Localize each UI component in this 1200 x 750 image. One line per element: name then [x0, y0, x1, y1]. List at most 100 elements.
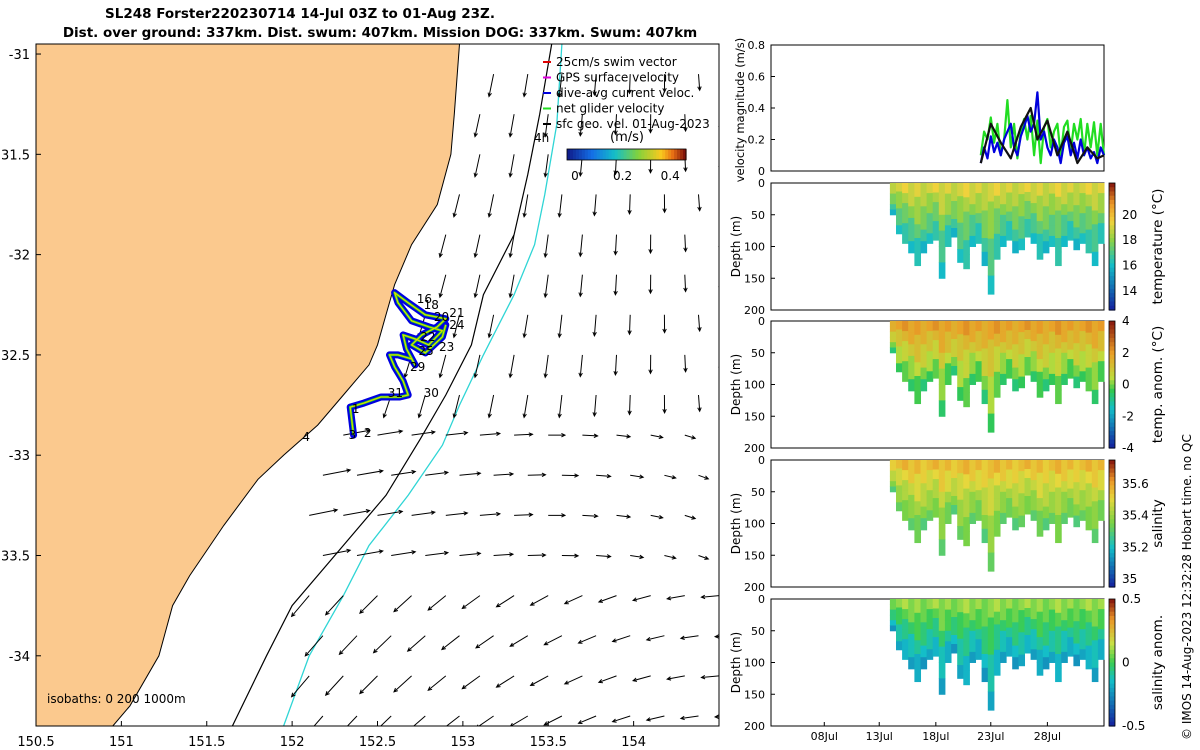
velocity-arrow	[411, 510, 436, 516]
section-cell	[1048, 599, 1056, 611]
section-cell	[889, 336, 897, 343]
velocity-arrow	[645, 635, 665, 642]
section-cell	[920, 633, 928, 647]
velocity-arrow	[508, 154, 515, 178]
section-colorbar-cell	[1109, 704, 1115, 710]
section-cell	[944, 235, 952, 247]
section-cell	[1061, 651, 1068, 663]
section-cell	[1024, 201, 1032, 211]
depth-tick-label: 50	[751, 209, 765, 222]
section-cell	[981, 224, 989, 239]
velocity-arrow	[479, 511, 502, 517]
section-cell	[1018, 332, 1026, 344]
section-colorbar-cell	[1109, 191, 1115, 197]
section-cell	[1055, 599, 1062, 614]
section-cell	[1012, 657, 1019, 670]
section-cell	[993, 472, 1001, 486]
section-cell	[1097, 203, 1105, 214]
section-cell	[993, 460, 1001, 474]
section-cell	[926, 619, 934, 630]
velocity-arrow	[343, 509, 371, 516]
section-cell	[1006, 498, 1013, 509]
section-cell	[938, 475, 946, 493]
section-cell	[896, 191, 903, 201]
section-cell	[920, 241, 928, 254]
section-cell	[981, 487, 989, 502]
section-cell	[1091, 654, 1099, 669]
section-cell	[1030, 490, 1038, 501]
section-cell	[1073, 194, 1081, 206]
section-cell	[987, 238, 995, 258]
section-cell	[1073, 654, 1081, 667]
section-cell	[951, 321, 958, 331]
section-cell	[1079, 203, 1087, 214]
section-cell	[1055, 473, 1062, 489]
section-cell	[914, 362, 922, 377]
section-cell	[1048, 470, 1056, 482]
section-cell	[1061, 183, 1068, 195]
section-colorbar-cell	[1109, 350, 1115, 356]
section-cell	[926, 490, 934, 501]
section-colorbar-cell	[1109, 183, 1115, 188]
section-cell	[1018, 482, 1026, 494]
section-cell	[975, 639, 983, 650]
vel-y-tick-label: 0	[758, 165, 765, 178]
depth-tick-label: 100	[744, 379, 765, 392]
depth-axis-label: Depth (m)	[729, 493, 743, 554]
section-colorbar-frame	[1108, 320, 1116, 449]
section-cell	[1085, 494, 1093, 508]
section-cell	[1012, 229, 1019, 242]
section-cell	[944, 331, 952, 343]
velocity-arrow	[508, 274, 515, 299]
day-label: 31	[388, 386, 403, 400]
section-cell	[975, 510, 983, 521]
section-cell	[1055, 238, 1062, 253]
depth-tick-label: 200	[744, 304, 765, 317]
section-cell	[889, 342, 897, 348]
section-colorbar-cell	[1109, 305, 1115, 311]
section-colorbar-cell	[1109, 527, 1115, 533]
section-colorbar-cell	[1109, 233, 1115, 239]
section-cell	[932, 637, 940, 648]
section-cell	[1048, 204, 1056, 216]
section-cell	[1036, 510, 1044, 524]
section-cell	[963, 670, 970, 686]
section-cell	[1097, 480, 1105, 491]
section-cell	[926, 371, 934, 382]
section-colorbar-cell	[1109, 250, 1115, 256]
velocity-arrow	[493, 552, 515, 557]
section-cell	[926, 460, 934, 471]
section-cell	[1036, 195, 1044, 209]
section-cell	[1036, 384, 1044, 398]
section-cell	[963, 254, 970, 270]
section-cell	[938, 507, 946, 524]
velocity-arrow	[613, 274, 618, 296]
section-cell	[902, 361, 909, 372]
section-cell	[889, 204, 897, 210]
section-cell	[1000, 481, 1007, 493]
section-cell	[944, 620, 952, 632]
section-cell	[1000, 183, 1007, 195]
section-cell	[1091, 640, 1099, 655]
section-cell	[1036, 183, 1044, 197]
section-colorbar-cell	[1109, 468, 1115, 474]
colorbar-cell	[629, 149, 634, 160]
time-tick-label: 13Jul	[866, 730, 893, 743]
velocity-arrow	[557, 394, 563, 419]
section-cell	[1012, 599, 1019, 612]
section-cell	[957, 222, 964, 237]
velocity-arrow	[473, 274, 481, 299]
velocity-arrow	[529, 595, 549, 606]
colorbar-label: temperature (°C)	[1150, 189, 1166, 305]
section-cell	[1042, 633, 1050, 647]
section-cell	[1079, 341, 1087, 352]
section-cell	[938, 214, 946, 232]
colorbar-cell	[567, 149, 571, 160]
colorbar-tick-label: 16	[1122, 259, 1137, 273]
section-cell	[920, 610, 928, 623]
section-cell	[889, 193, 897, 200]
section-cell	[1055, 334, 1062, 350]
velocity-arrow	[648, 114, 653, 134]
velocity-arrow	[393, 595, 412, 613]
time-tick-label: 23Jul	[977, 730, 1004, 743]
